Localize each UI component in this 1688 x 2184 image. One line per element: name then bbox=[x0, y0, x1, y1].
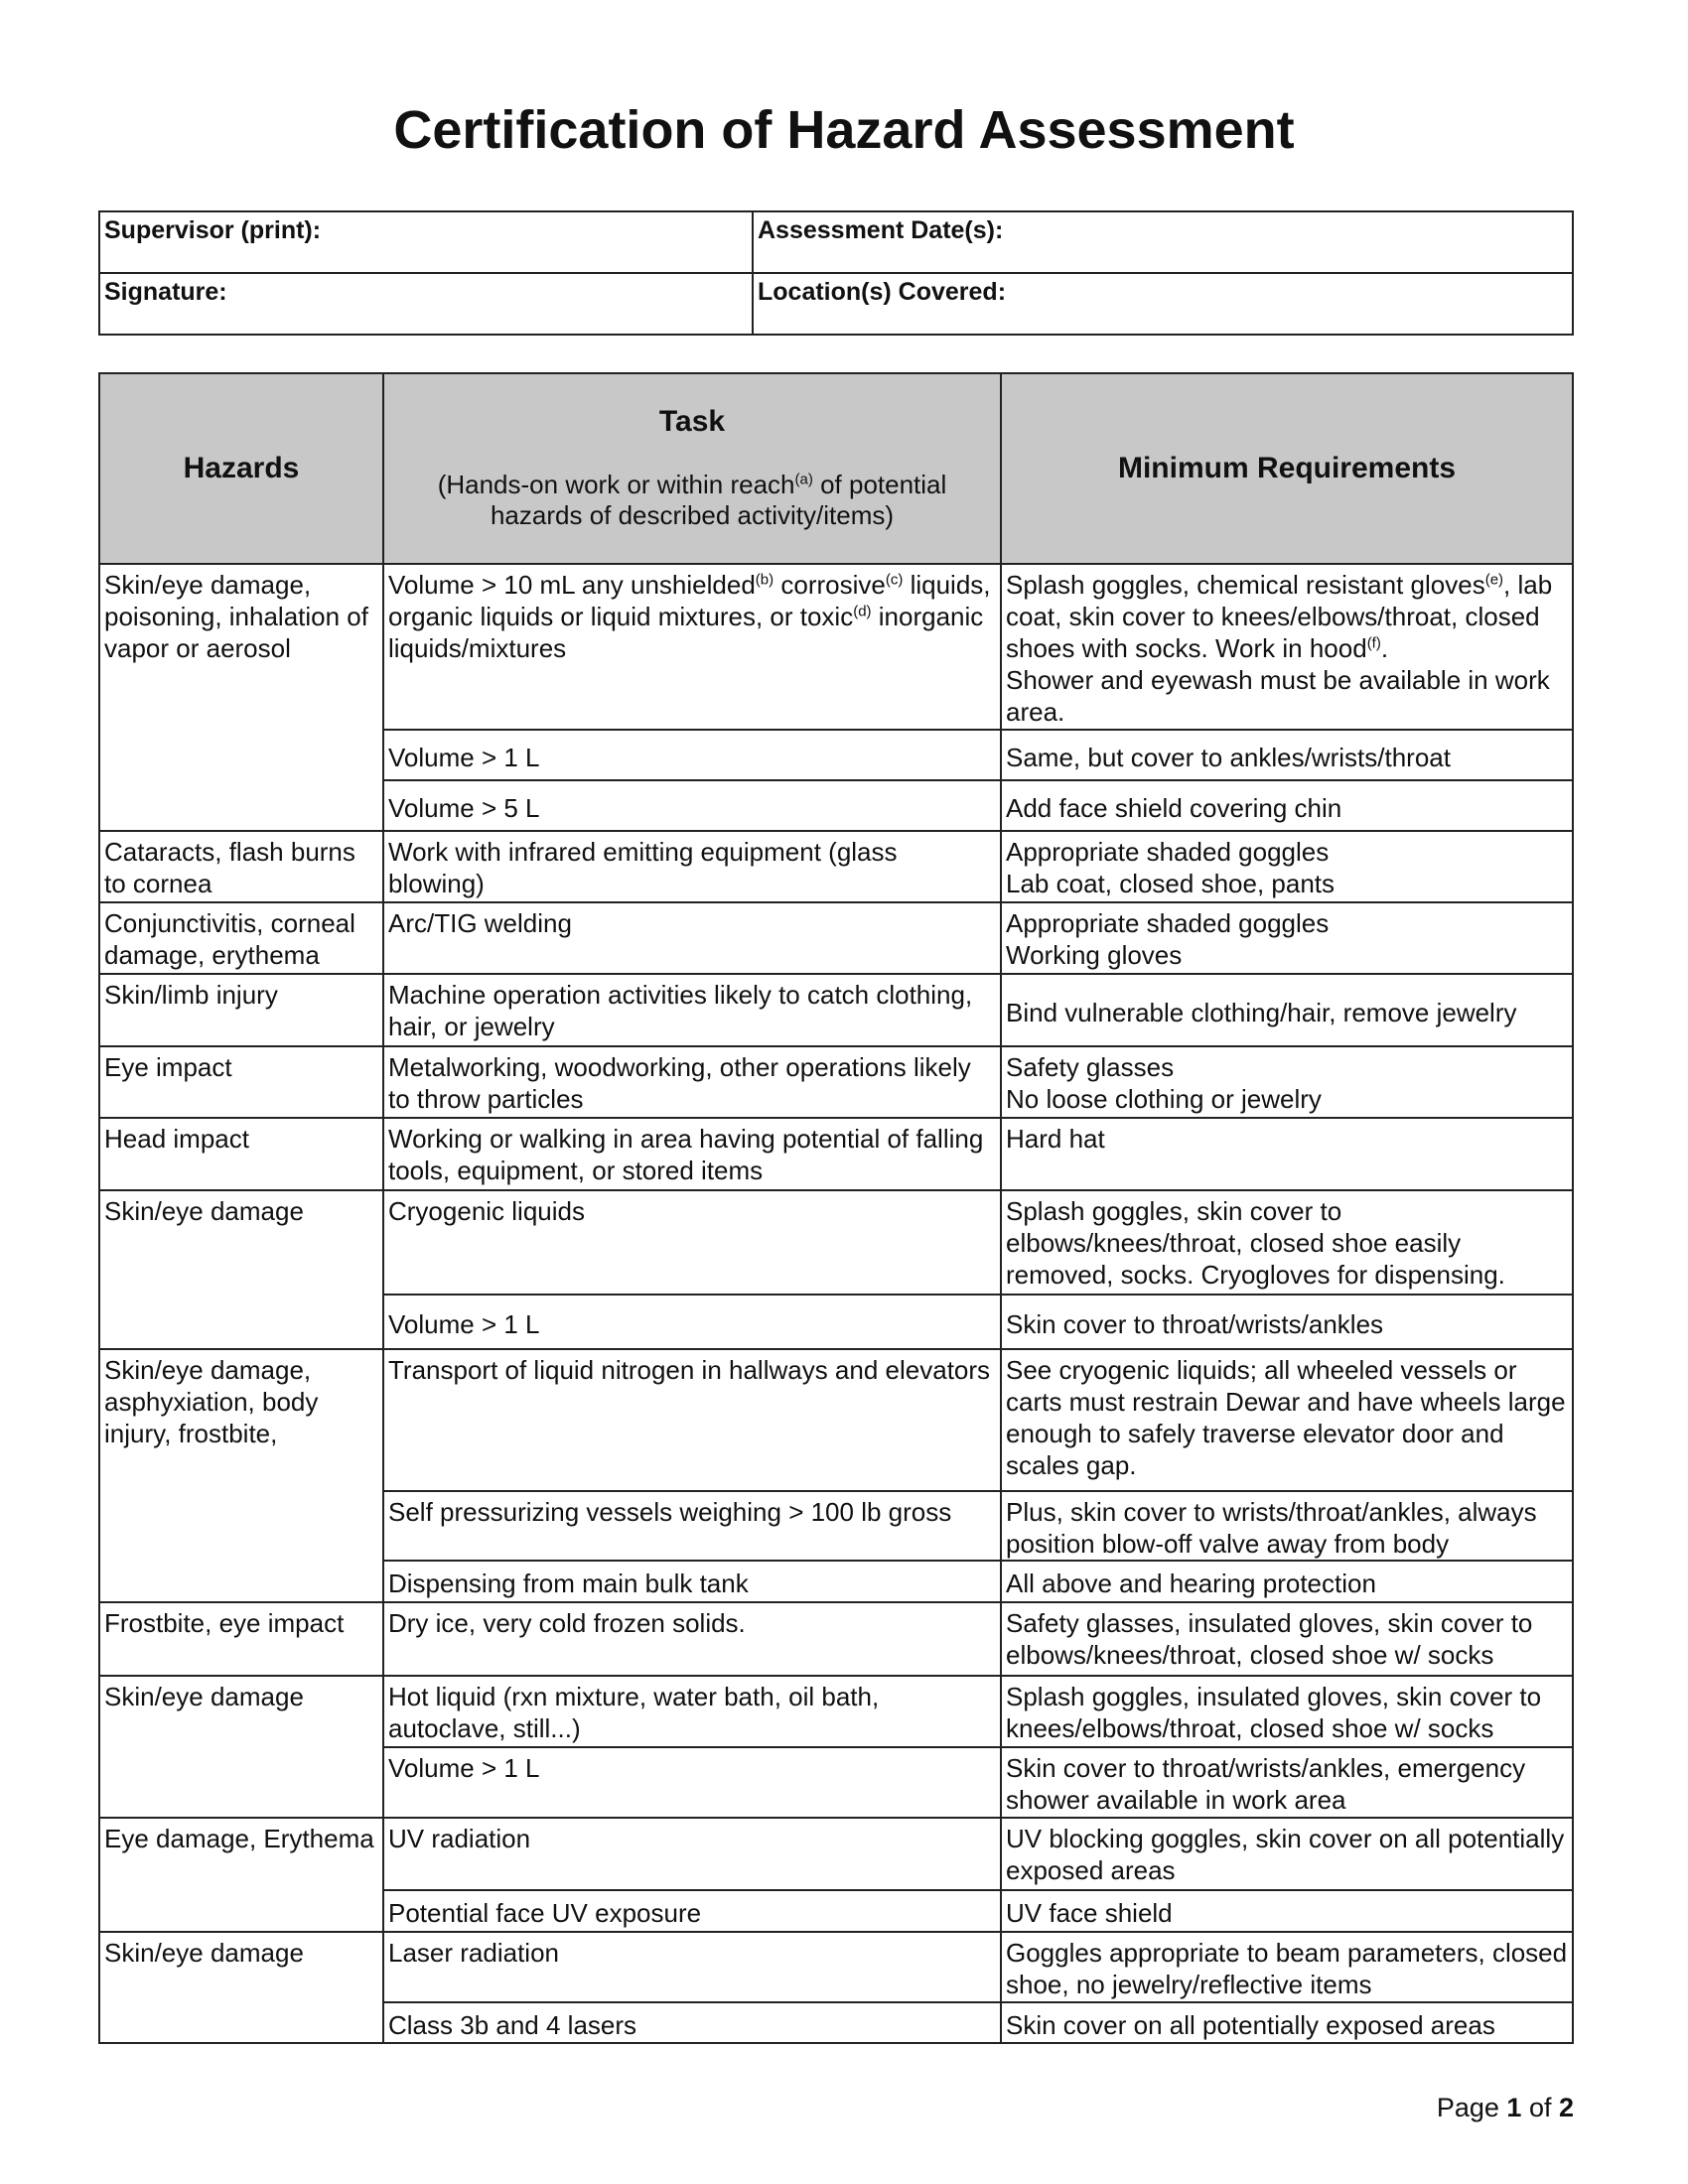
table-row: Skin/eye damage Hot liquid (rxn mixture, … bbox=[98, 1675, 1574, 1819]
header-task: Task (Hands-on work or within reach(a) o… bbox=[382, 372, 1002, 565]
task-cell: Dry ice, very cold frozen solids. bbox=[382, 1601, 1002, 1677]
location-field[interactable]: Location(s) Covered: bbox=[752, 272, 1574, 336]
task-cell: Metalworking, woodworking, other operati… bbox=[382, 1045, 1002, 1119]
table-row: Eye damage, Erythema UV radiation UV block… bbox=[98, 1817, 1574, 1933]
hazard-cell: Head impact bbox=[98, 1117, 384, 1191]
requirement-cell: Hard hat bbox=[1000, 1117, 1574, 1191]
requirement-cell: UV blocking goggles, skin cover on all p… bbox=[1000, 1817, 1574, 1891]
table-row: Volume > 1 L Same, but cover to ankles/wr… bbox=[99, 729, 1574, 781]
requirement-cell: Safety glasses, insulated gloves, skin c… bbox=[1000, 1601, 1574, 1677]
table-row: Volume > 5 L Add face shield covering chi… bbox=[99, 779, 1574, 832]
task-cell: Work with infrared emitting equipment (g… bbox=[382, 830, 1002, 903]
assessment-info-table: Supervisor (print): Assessment Date(s): … bbox=[98, 210, 1574, 336]
task-cell: Volume > 1 L bbox=[382, 1294, 1002, 1350]
task-cell: Volume > 10 mL any unshielded(b) corrosi… bbox=[382, 563, 1002, 731]
table-row: Frostbite, eye impact Dry ice, very cold … bbox=[98, 1601, 1574, 1677]
table-row: Dispensing from main bulk tank All above … bbox=[99, 1560, 1574, 1603]
table-header-row: Hazards Task (Hands-on work or within re… bbox=[98, 372, 1574, 565]
task-cell: Transport of liquid nitrogen in hallways… bbox=[382, 1348, 1002, 1492]
hazard-cell: Skin/eye damage, asphyxiation, body inju… bbox=[98, 1348, 384, 1603]
task-cell: Arc/TIG welding bbox=[382, 901, 1002, 975]
table-row: Skin/eye damage, poisoning, inhalation o… bbox=[98, 563, 1574, 832]
requirement-cell: Safety glasses No loose clothing or jewe… bbox=[1000, 1045, 1574, 1119]
task-cell: Machine operation activities likely to c… bbox=[382, 973, 1002, 1047]
assessment-date-label: Assessment Date(s): bbox=[758, 216, 1004, 244]
signature-field[interactable]: Signature: bbox=[98, 272, 754, 336]
task-cell: Working or walking in area having potent… bbox=[382, 1117, 1002, 1191]
task-cell: Volume > 1 L bbox=[382, 729, 1002, 781]
page-number: Page 1 of 2 bbox=[1436, 2093, 1574, 2122]
hazard-cell: Skin/eye damage, poisoning, inhalation o… bbox=[98, 563, 384, 832]
header-task-subtitle: (Hands-on work or within reach(a) of pot… bbox=[437, 470, 947, 530]
task-cell: UV radiation bbox=[382, 1817, 1002, 1891]
requirement-cell: UV face shield bbox=[1000, 1889, 1574, 1933]
supervisor-label: Supervisor (print): bbox=[104, 216, 322, 244]
supervisor-field[interactable]: Supervisor (print): bbox=[98, 210, 754, 274]
header-task-title: Task bbox=[658, 405, 726, 438]
requirement-cell: Same, but cover to ankles/wrists/throat bbox=[1000, 729, 1574, 781]
hazard-cell: Conjunctivitis, corneal damage, erythema bbox=[98, 901, 384, 975]
table-row: Self pressurizing vessels weighing > 100… bbox=[99, 1490, 1574, 1562]
hazard-cell: Eye damage, Erythema bbox=[98, 1817, 384, 1933]
hazard-cell: Eye impact bbox=[98, 1045, 384, 1119]
task-cell: Potential face UV exposure bbox=[382, 1889, 1002, 1933]
hazard-cell: Cataracts, flash burns to cornea bbox=[98, 830, 384, 903]
hazard-cell: Frostbite, eye impact bbox=[98, 1601, 384, 1677]
table-row: Head impact Working or walking in area ha… bbox=[98, 1117, 1574, 1191]
table-row: Skin/limb injury Machine operation activi… bbox=[98, 973, 1574, 1047]
requirement-cell: Bind vulnerable clothing/hair, remove je… bbox=[1000, 973, 1574, 1047]
signature-label: Signature: bbox=[104, 278, 227, 306]
requirement-cell: Skin cover to throat/wrists/ankles, emer… bbox=[1000, 1746, 1574, 1819]
requirement-cell: Appropriate shaded goggles Working glove… bbox=[1000, 901, 1574, 975]
requirement-cell: Appropriate shaded goggles Lab coat, clo… bbox=[1000, 830, 1574, 903]
hazard-cell: Skin/eye damage bbox=[98, 1931, 384, 2044]
table-row: Conjunctivitis, corneal damage, erythema… bbox=[98, 901, 1574, 975]
table-row: Volume > 1 L Skin cover to throat/wrists/… bbox=[99, 1746, 1574, 1819]
requirement-cell: Splash goggles, insulated gloves, skin c… bbox=[1000, 1675, 1574, 1748]
table-row: Skin/eye damage Laser radiation Goggles ap… bbox=[98, 1931, 1574, 2044]
hazard-cell: Skin/eye damage bbox=[98, 1189, 384, 1350]
table-row: Skin/eye damage Cryogenic liquids Splash g… bbox=[98, 1189, 1574, 1350]
task-cell: Self pressurizing vessels weighing > 100… bbox=[382, 1490, 1002, 1562]
hazard-cell: Skin/limb injury bbox=[98, 973, 384, 1047]
requirement-cell: All above and hearing protection bbox=[1000, 1560, 1574, 1603]
task-cell: Volume > 1 L bbox=[382, 1746, 1002, 1819]
table-row: Volume > 1 L Skin cover to throat/wrists/… bbox=[99, 1294, 1574, 1350]
table-row: Class 3b and 4 lasers Skin cover on all p… bbox=[99, 2001, 1574, 2044]
task-cell: Dispensing from main bulk tank bbox=[382, 1560, 1002, 1603]
page-title: Certification of Hazard Assessment bbox=[393, 100, 1295, 160]
task-cell: Cryogenic liquids bbox=[382, 1189, 1002, 1296]
location-label: Location(s) Covered: bbox=[758, 278, 1007, 306]
table-row: Cataracts, flash burns to cornea Work wit… bbox=[98, 830, 1574, 903]
requirement-cell: Plus, skin cover to wrists/throat/ankles… bbox=[1000, 1490, 1574, 1562]
requirement-cell: Splash goggles, chemical resistant glove… bbox=[1000, 563, 1574, 731]
header-requirements: Minimum Requirements bbox=[1000, 372, 1574, 565]
header-hazards: Hazards bbox=[98, 372, 384, 565]
task-cell: Class 3b and 4 lasers bbox=[382, 2001, 1002, 2044]
requirement-cell: Skin cover to throat/wrists/ankles bbox=[1000, 1294, 1574, 1350]
table-row: Eye impact Metalworking, woodworking, oth… bbox=[98, 1045, 1574, 1119]
table-row: Potential face UV exposure UV face shield bbox=[99, 1889, 1574, 1933]
requirement-cell: Add face shield covering chin bbox=[1000, 779, 1574, 832]
hazard-cell: Skin/eye damage bbox=[98, 1675, 384, 1819]
hazard-table: Hazards Task (Hands-on work or within re… bbox=[98, 372, 1574, 2044]
task-cell: Volume > 5 L bbox=[382, 779, 1002, 832]
requirement-cell: See cryogenic liquids; all wheeled vesse… bbox=[1000, 1348, 1574, 1492]
table-row: Skin/eye damage, asphyxiation, body inju… bbox=[98, 1348, 1574, 1603]
requirement-cell: Goggles appropriate to beam parameters, … bbox=[1000, 1931, 1574, 2003]
task-cell: Laser radiation bbox=[382, 1931, 1002, 2003]
requirement-cell: Skin cover on all potentially exposed ar… bbox=[1000, 2001, 1574, 2044]
task-cell: Hot liquid (rxn mixture, water bath, oil… bbox=[382, 1675, 1002, 1748]
requirement-cell: Splash goggles, skin cover to elbows/kne… bbox=[1000, 1189, 1574, 1296]
assessment-date-field[interactable]: Assessment Date(s): bbox=[752, 210, 1574, 274]
